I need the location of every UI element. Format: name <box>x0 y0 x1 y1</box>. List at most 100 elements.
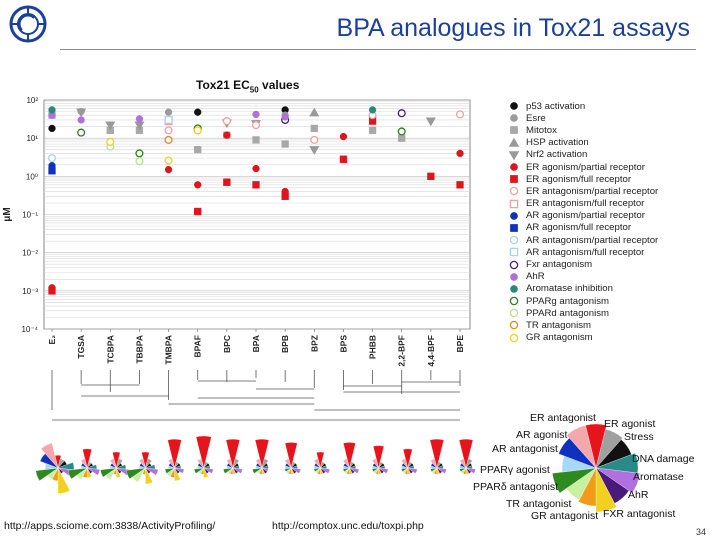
chart-legend: p53 activation Esre Mitotox HSP activation N… <box>508 100 718 344</box>
toxpi-key-label: AhR <box>628 489 649 501</box>
y-tick-label: 10⁻² <box>22 249 38 258</box>
legend-label: AR antagonism/partial receptor <box>526 234 659 246</box>
legend-label: ER antagonism/partial receptor <box>526 185 659 197</box>
toxpi-key <box>552 423 640 512</box>
x-tick-label: 2,2-BPF <box>397 335 407 367</box>
legend-item: Fxr antagonism <box>508 258 718 270</box>
legend-item: AR agonism/full receptor <box>508 222 718 234</box>
data-point <box>194 146 202 154</box>
mini-toxpi-slice <box>320 467 330 474</box>
data-point <box>281 140 289 148</box>
mini-toxpi-slice <box>371 458 379 469</box>
legend-label: Fxr antagonism <box>526 259 593 271</box>
mini-toxpi-slice <box>87 467 101 476</box>
mini-toxpi <box>67 448 101 480</box>
x-tick-label: TGSA <box>76 335 86 359</box>
legend-marker <box>510 272 518 281</box>
legend-marker-icon <box>509 321 519 330</box>
legend-marker-icon <box>510 211 518 220</box>
mini-toxpi-slice <box>223 467 233 474</box>
mini-toxpi <box>429 439 447 475</box>
footer-link-activity-profiling[interactable]: http://apps.sciome.com:3838/ActivityProf… <box>4 520 216 532</box>
x-tick-label: BPC <box>222 335 232 353</box>
mini-toxpi-slice <box>203 467 214 474</box>
series-10 <box>48 167 56 175</box>
data-point <box>310 124 318 133</box>
mini-toxpi-slice <box>225 439 240 469</box>
data-point <box>397 109 406 118</box>
legend-marker <box>510 224 518 232</box>
y-axis-label: μM <box>2 207 13 221</box>
footer-link-toxpi[interactable]: http://comptox.unc.edu/toxpi.php <box>272 520 424 532</box>
mini-toxpi-slice <box>194 467 204 474</box>
mini-toxpi-slice <box>284 442 298 469</box>
data-point <box>339 155 348 163</box>
series-7 <box>164 110 465 144</box>
data-point <box>252 164 260 173</box>
legend-label: GR antagonism <box>526 332 593 344</box>
legend-marker <box>510 285 518 293</box>
series-14 <box>48 110 289 133</box>
mini-toxpi <box>252 439 270 475</box>
legend-marker-icon <box>510 224 518 232</box>
legend-label: AR agonism/partial receptor <box>526 210 645 222</box>
legend-marker <box>509 199 519 208</box>
mini-toxpi-slice <box>291 467 301 474</box>
data-point <box>222 117 231 126</box>
y-tick-label: 10¹ <box>26 134 38 143</box>
mini-toxpi-slice <box>80 458 88 469</box>
data-point <box>223 178 231 186</box>
legend-item: Nrf2 activation <box>508 149 718 161</box>
legend-marker-icon <box>509 309 519 318</box>
slide-title: BPA analogues in Tox21 assays <box>336 14 690 42</box>
legend-label: TR antagonism <box>526 319 592 331</box>
mini-toxpi-slice <box>407 467 418 474</box>
legend-marker <box>509 309 519 318</box>
legend-item: TR antagonism <box>508 319 718 331</box>
mini-toxpi-slice <box>313 458 321 469</box>
legend-marker <box>509 248 519 257</box>
mini-toxpi-slice <box>342 458 350 469</box>
data-point <box>48 106 56 114</box>
data-point <box>251 121 261 130</box>
data-point <box>397 127 406 136</box>
mini-toxpi-slice <box>82 448 92 469</box>
legend-item: AR agonism/partial receptor <box>508 210 718 222</box>
mini-toxpi-slice <box>232 458 240 469</box>
series-15 <box>48 106 377 114</box>
data-point <box>164 108 173 116</box>
mini-toxpi <box>164 439 185 481</box>
mini-toxpi <box>458 439 476 475</box>
legend-marker-icon <box>510 114 518 123</box>
legend-marker-icon <box>510 126 518 135</box>
mini-toxpi-slice <box>174 467 185 474</box>
mini-toxpi-slice <box>465 467 476 474</box>
mini-toxpi-slice <box>100 467 117 478</box>
mini-toxpi-slice <box>373 445 385 469</box>
x-tick-label: BPB <box>280 335 290 353</box>
mini-toxpi <box>194 435 214 478</box>
legend-item: Aromatase inhibition <box>508 283 718 295</box>
legend-marker <box>509 333 519 342</box>
mini-toxpi-slice <box>116 467 121 478</box>
legend-marker <box>510 102 518 110</box>
data-point <box>76 108 87 118</box>
legend-marker-icon <box>508 137 520 147</box>
y-tick-label: 10⁻⁴ <box>21 325 38 334</box>
mini-toxpi-slice <box>138 458 146 469</box>
mini-toxpi-slice <box>141 451 150 469</box>
x-tick-label: BPS <box>338 335 348 353</box>
legend-marker <box>510 163 518 171</box>
mini-toxpi-slice <box>145 467 159 476</box>
data-point <box>164 165 173 174</box>
mini-toxpi-slice <box>458 439 474 469</box>
chart-title-main: Tox21 EC <box>196 78 250 92</box>
chart-title: Tox21 EC50 values <box>196 78 299 94</box>
legend-item: Mitotox <box>508 124 718 136</box>
series-3 <box>309 107 320 117</box>
mini-toxpi-slice <box>197 458 204 469</box>
legend-marker <box>508 137 520 147</box>
mini-toxpi-slice <box>57 467 71 494</box>
data-point <box>310 135 319 144</box>
mini-toxpi <box>100 451 130 480</box>
